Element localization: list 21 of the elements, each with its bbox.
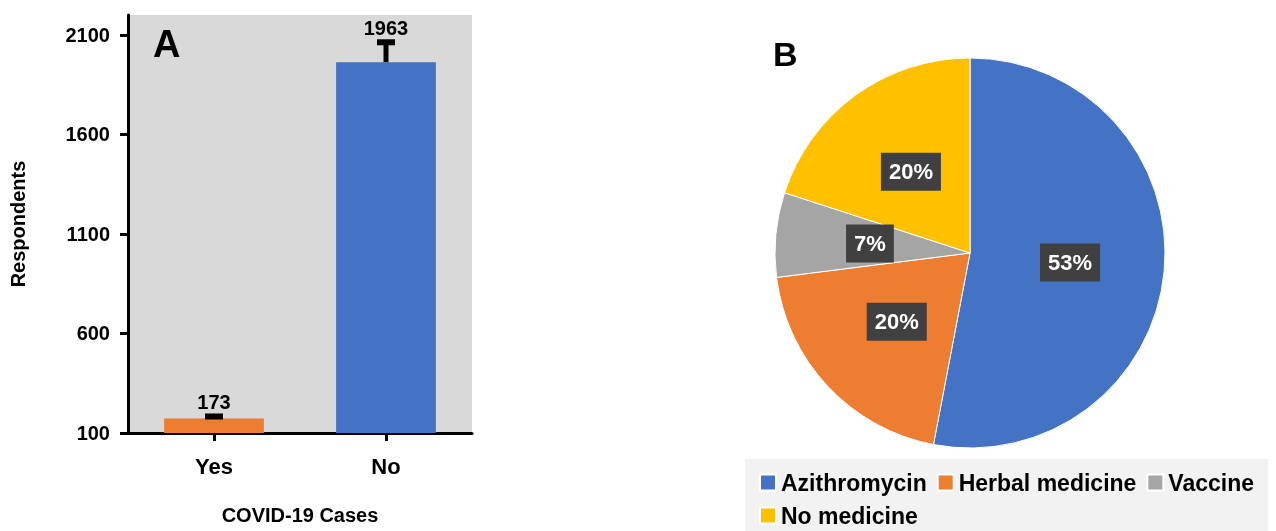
y-axis-title: Respondents [7,160,29,288]
x-tick-label: No [371,453,401,479]
y-tick-label: 100 [76,422,110,444]
legend-label: Herbal medicine [958,469,1137,496]
data-label: 20% [888,159,933,185]
data-label: 1963 [363,17,409,40]
x-axis-title: COVID-19 Cases [221,504,379,526]
data-label: 173 [197,391,231,414]
chart-title: A [153,23,181,65]
data-label: 20% [874,309,919,335]
data-label: 7% [854,231,886,257]
legend-label: Azithromycin [781,469,927,496]
y-tick-label: 2100 [65,23,110,46]
y-tick-label: 1600 [65,123,110,146]
x-tick-label: Yes [195,453,233,479]
legend-label: Vaccine [1168,469,1255,496]
legend-label: No medicine [781,502,918,529]
chart-title: B [773,35,798,73]
data-label: 53% [1048,249,1093,275]
y-tick-label: 1100 [66,222,110,245]
y-tick-label: 600 [76,322,110,345]
